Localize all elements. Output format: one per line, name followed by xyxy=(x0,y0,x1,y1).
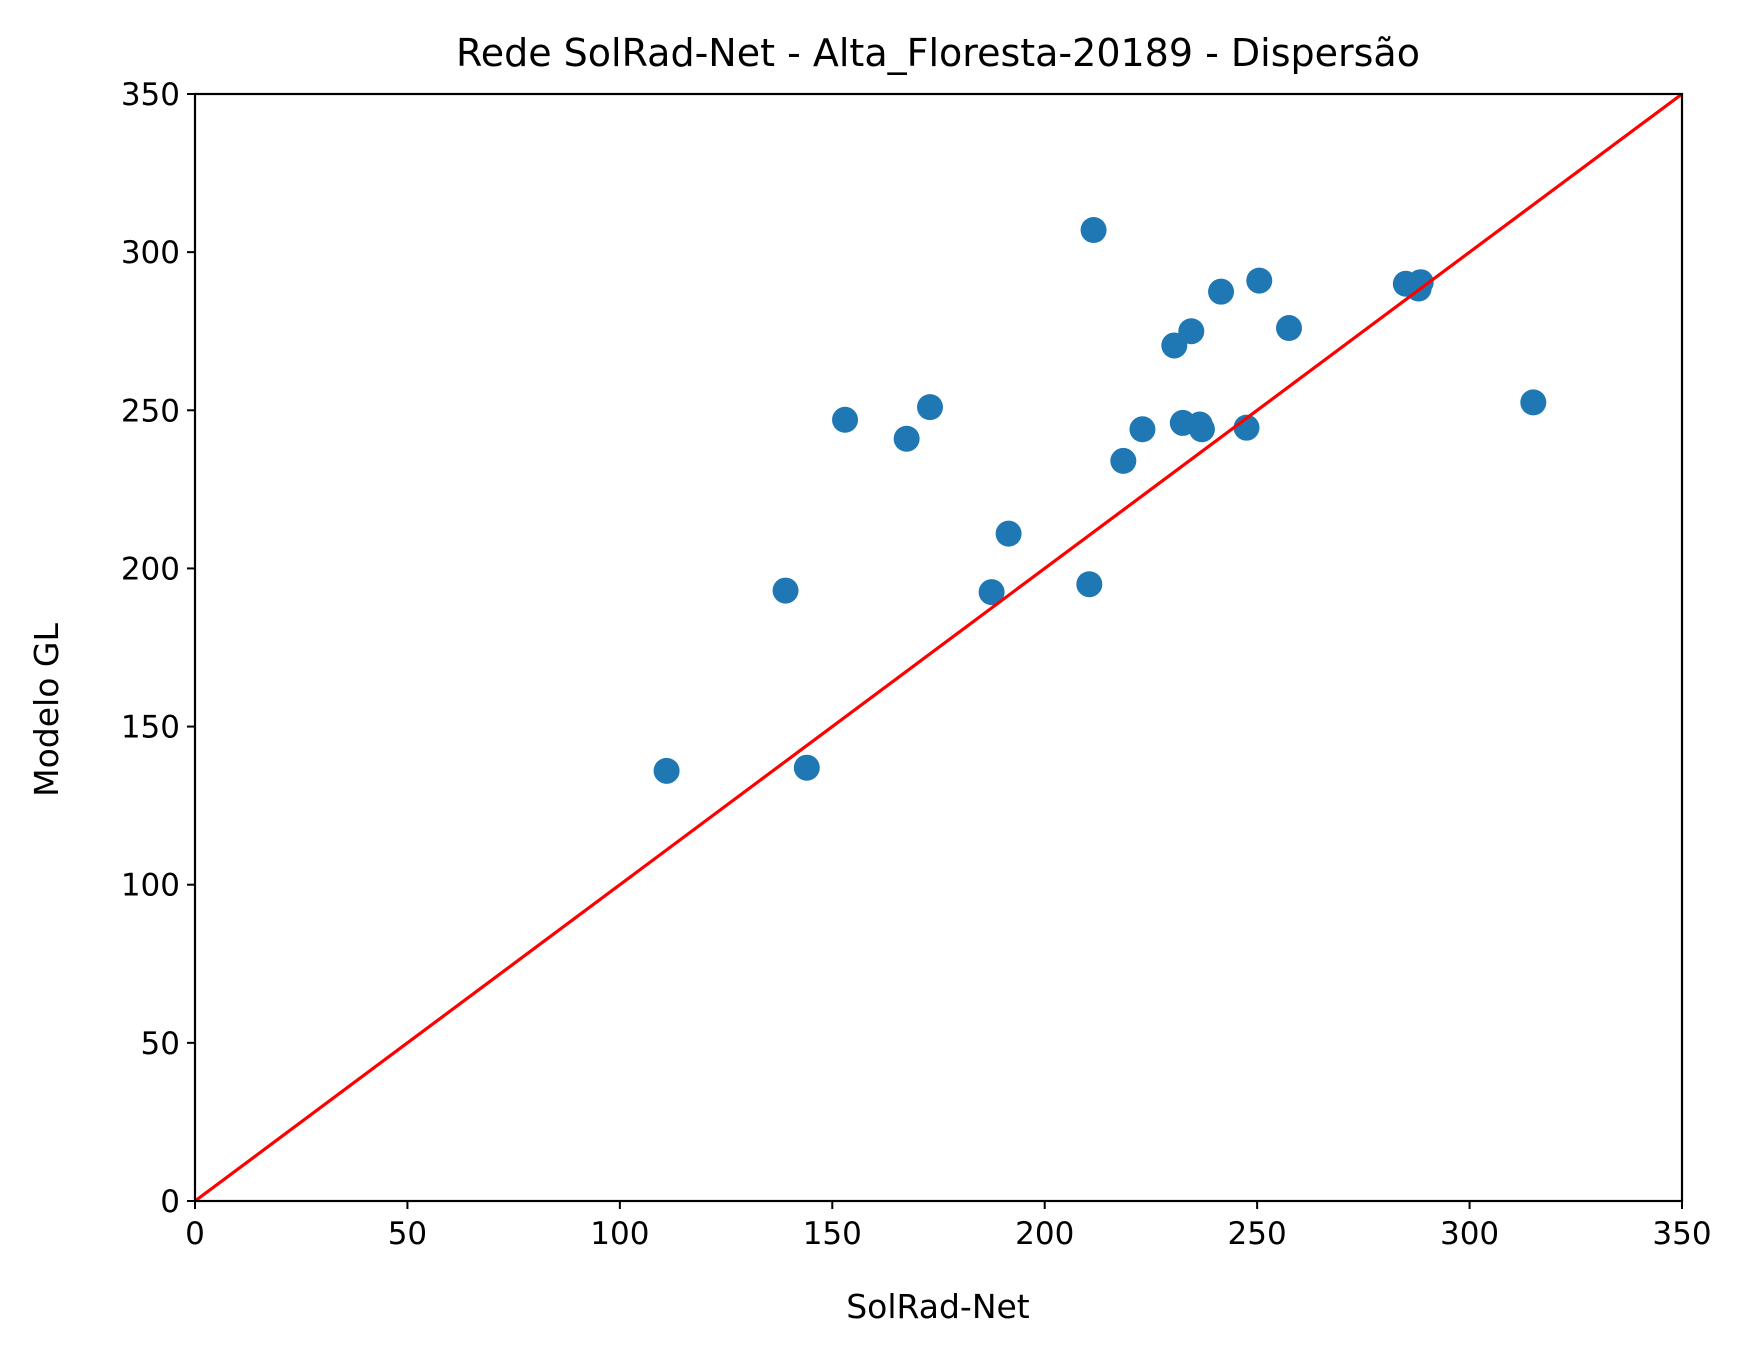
data-point xyxy=(917,394,944,421)
y-tick-label: 100 xyxy=(121,868,180,904)
data-point xyxy=(1246,267,1273,294)
x-tick-label: 0 xyxy=(185,1216,205,1252)
y-tick-label: 0 xyxy=(160,1184,180,1220)
y-tick-label: 200 xyxy=(121,551,180,587)
x-axis: 0 50 100 150 200 250 300 350 xyxy=(185,1201,1712,1252)
data-point xyxy=(1407,269,1434,296)
data-point xyxy=(1110,447,1137,474)
data-point xyxy=(1520,389,1547,416)
data-point xyxy=(1076,571,1103,598)
y-tick-label: 300 xyxy=(121,235,180,271)
data-point xyxy=(793,754,820,781)
y-axis: 0 50 100 150 200 250 300 350 xyxy=(121,77,195,1220)
plot-area xyxy=(194,92,1683,1203)
data-point xyxy=(1129,416,1156,443)
data-point xyxy=(1208,278,1235,305)
data-point xyxy=(1161,332,1188,359)
x-tick-label: 200 xyxy=(1015,1216,1074,1252)
y-tick-label: 250 xyxy=(121,393,180,429)
data-point xyxy=(653,757,680,784)
data-point xyxy=(1188,416,1215,443)
reference-line xyxy=(194,92,1683,1203)
data-point xyxy=(995,520,1022,547)
data-point xyxy=(978,579,1005,606)
data-point xyxy=(832,406,859,433)
x-tick-label: 350 xyxy=(1652,1216,1711,1252)
data-point xyxy=(1080,217,1107,244)
y-tick-label: 350 xyxy=(121,77,180,113)
y-axis-label: Modelo GL xyxy=(27,623,66,797)
plot-frame xyxy=(193,92,1684,1203)
data-point xyxy=(1276,315,1303,342)
x-tick-label: 300 xyxy=(1440,1216,1499,1252)
x-tick-label: 150 xyxy=(803,1216,862,1252)
x-axis-label: SolRad-Net xyxy=(846,1287,1030,1326)
y-tick-label: 50 xyxy=(141,1026,180,1062)
x-tick-label: 100 xyxy=(590,1216,649,1252)
data-point xyxy=(893,425,920,452)
data-point xyxy=(772,577,799,604)
chart-title: Rede SolRad-Net - Alta_Floresta-20189 - … xyxy=(456,31,1420,75)
x-tick-label: 250 xyxy=(1228,1216,1287,1252)
y-tick-label: 150 xyxy=(121,710,180,746)
x-tick-label: 50 xyxy=(388,1216,427,1252)
data-point xyxy=(1178,318,1205,345)
